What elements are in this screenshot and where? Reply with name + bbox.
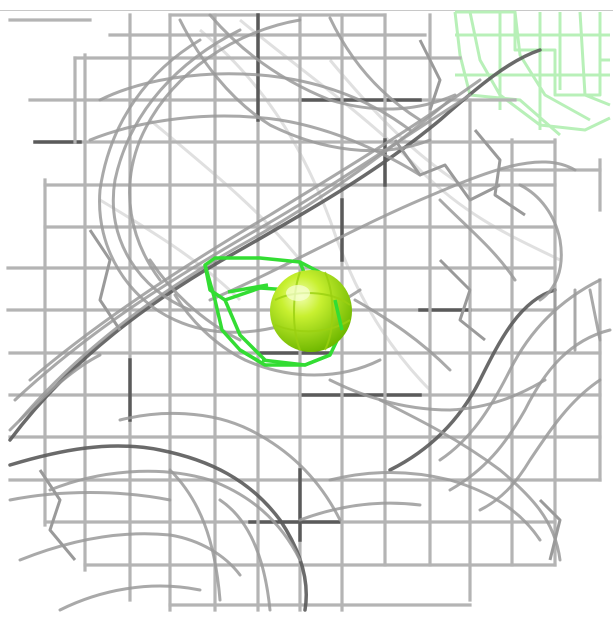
mesh-contour [98, 72, 412, 132]
mesh-contour [148, 258, 242, 342]
faint-green-cage [498, 12, 610, 130]
mesh-contour [18, 532, 242, 577]
mesh-contour [58, 584, 202, 612]
faint-grey-contour [328, 59, 471, 192]
ligand-sphere [270, 270, 352, 352]
mesh-contour [553, 288, 602, 352]
mesh-contour [13, 93, 472, 402]
ligand-layer [203, 256, 352, 367]
mesh-contour [353, 298, 452, 372]
faint-green-cage [468, 11, 611, 132]
ligand-sphere-mesh [274, 319, 351, 333]
mesh-fragment [393, 139, 501, 202]
mesh-contour [28, 78, 482, 382]
mesh-fragment [38, 469, 77, 561]
mesh-contour [298, 501, 422, 522]
faint-green-cage [558, 11, 611, 107]
faint-grey-contour [199, 28, 432, 392]
mesh-contour-dark [8, 48, 542, 442]
mesh-contour [8, 491, 172, 502]
mesh-contour [168, 468, 222, 602]
mesh-contour [328, 378, 547, 412]
mesh-fragment [538, 498, 562, 561]
mesh-contour [478, 378, 602, 512]
mesh-contour [98, 38, 362, 334]
mesh-contour [178, 18, 432, 153]
mesh-contour [173, 293, 382, 377]
ligand-sphere-mesh [324, 271, 334, 351]
faint-grey-contour [239, 18, 561, 262]
mesh-contour [208, 13, 457, 111]
mesh-fragment [473, 129, 526, 217]
mesh-contour [88, 114, 422, 177]
mesh-contour [128, 18, 302, 282]
curved-mesh-layer [8, 13, 612, 612]
mesh-contour [438, 278, 602, 462]
mesh-contour [118, 411, 342, 522]
mesh-fragment [418, 39, 442, 111]
mesh-contour [328, 16, 422, 122]
mesh-contour [518, 183, 563, 302]
mesh-contour [438, 198, 517, 282]
ligand-cage-front [333, 299, 344, 331]
mesh-fragment [438, 258, 486, 342]
mesh-contour [218, 498, 272, 612]
mesh-contour [448, 328, 612, 492]
mesh-contour [48, 469, 302, 562]
mesh-contour [328, 471, 542, 542]
top-border-line [0, 10, 613, 11]
ligand-cage-front [261, 353, 331, 367]
mesh-contour-dark [388, 288, 557, 472]
mesh-contour [378, 398, 562, 562]
ligand-sphere-highlight [286, 285, 310, 301]
mesh-contour [208, 160, 577, 302]
ligand-cage [203, 264, 291, 362]
mesh-fragment [88, 229, 122, 331]
ligand-sphere-mesh [274, 292, 351, 306]
mesh-contour [8, 353, 102, 432]
mesh-contour [111, 28, 242, 312]
ligand-sphere-mesh [293, 271, 301, 351]
ligand-cage-front [239, 348, 266, 367]
faint-green-cage [455, 33, 610, 77]
faint-grey-contour [99, 198, 242, 302]
